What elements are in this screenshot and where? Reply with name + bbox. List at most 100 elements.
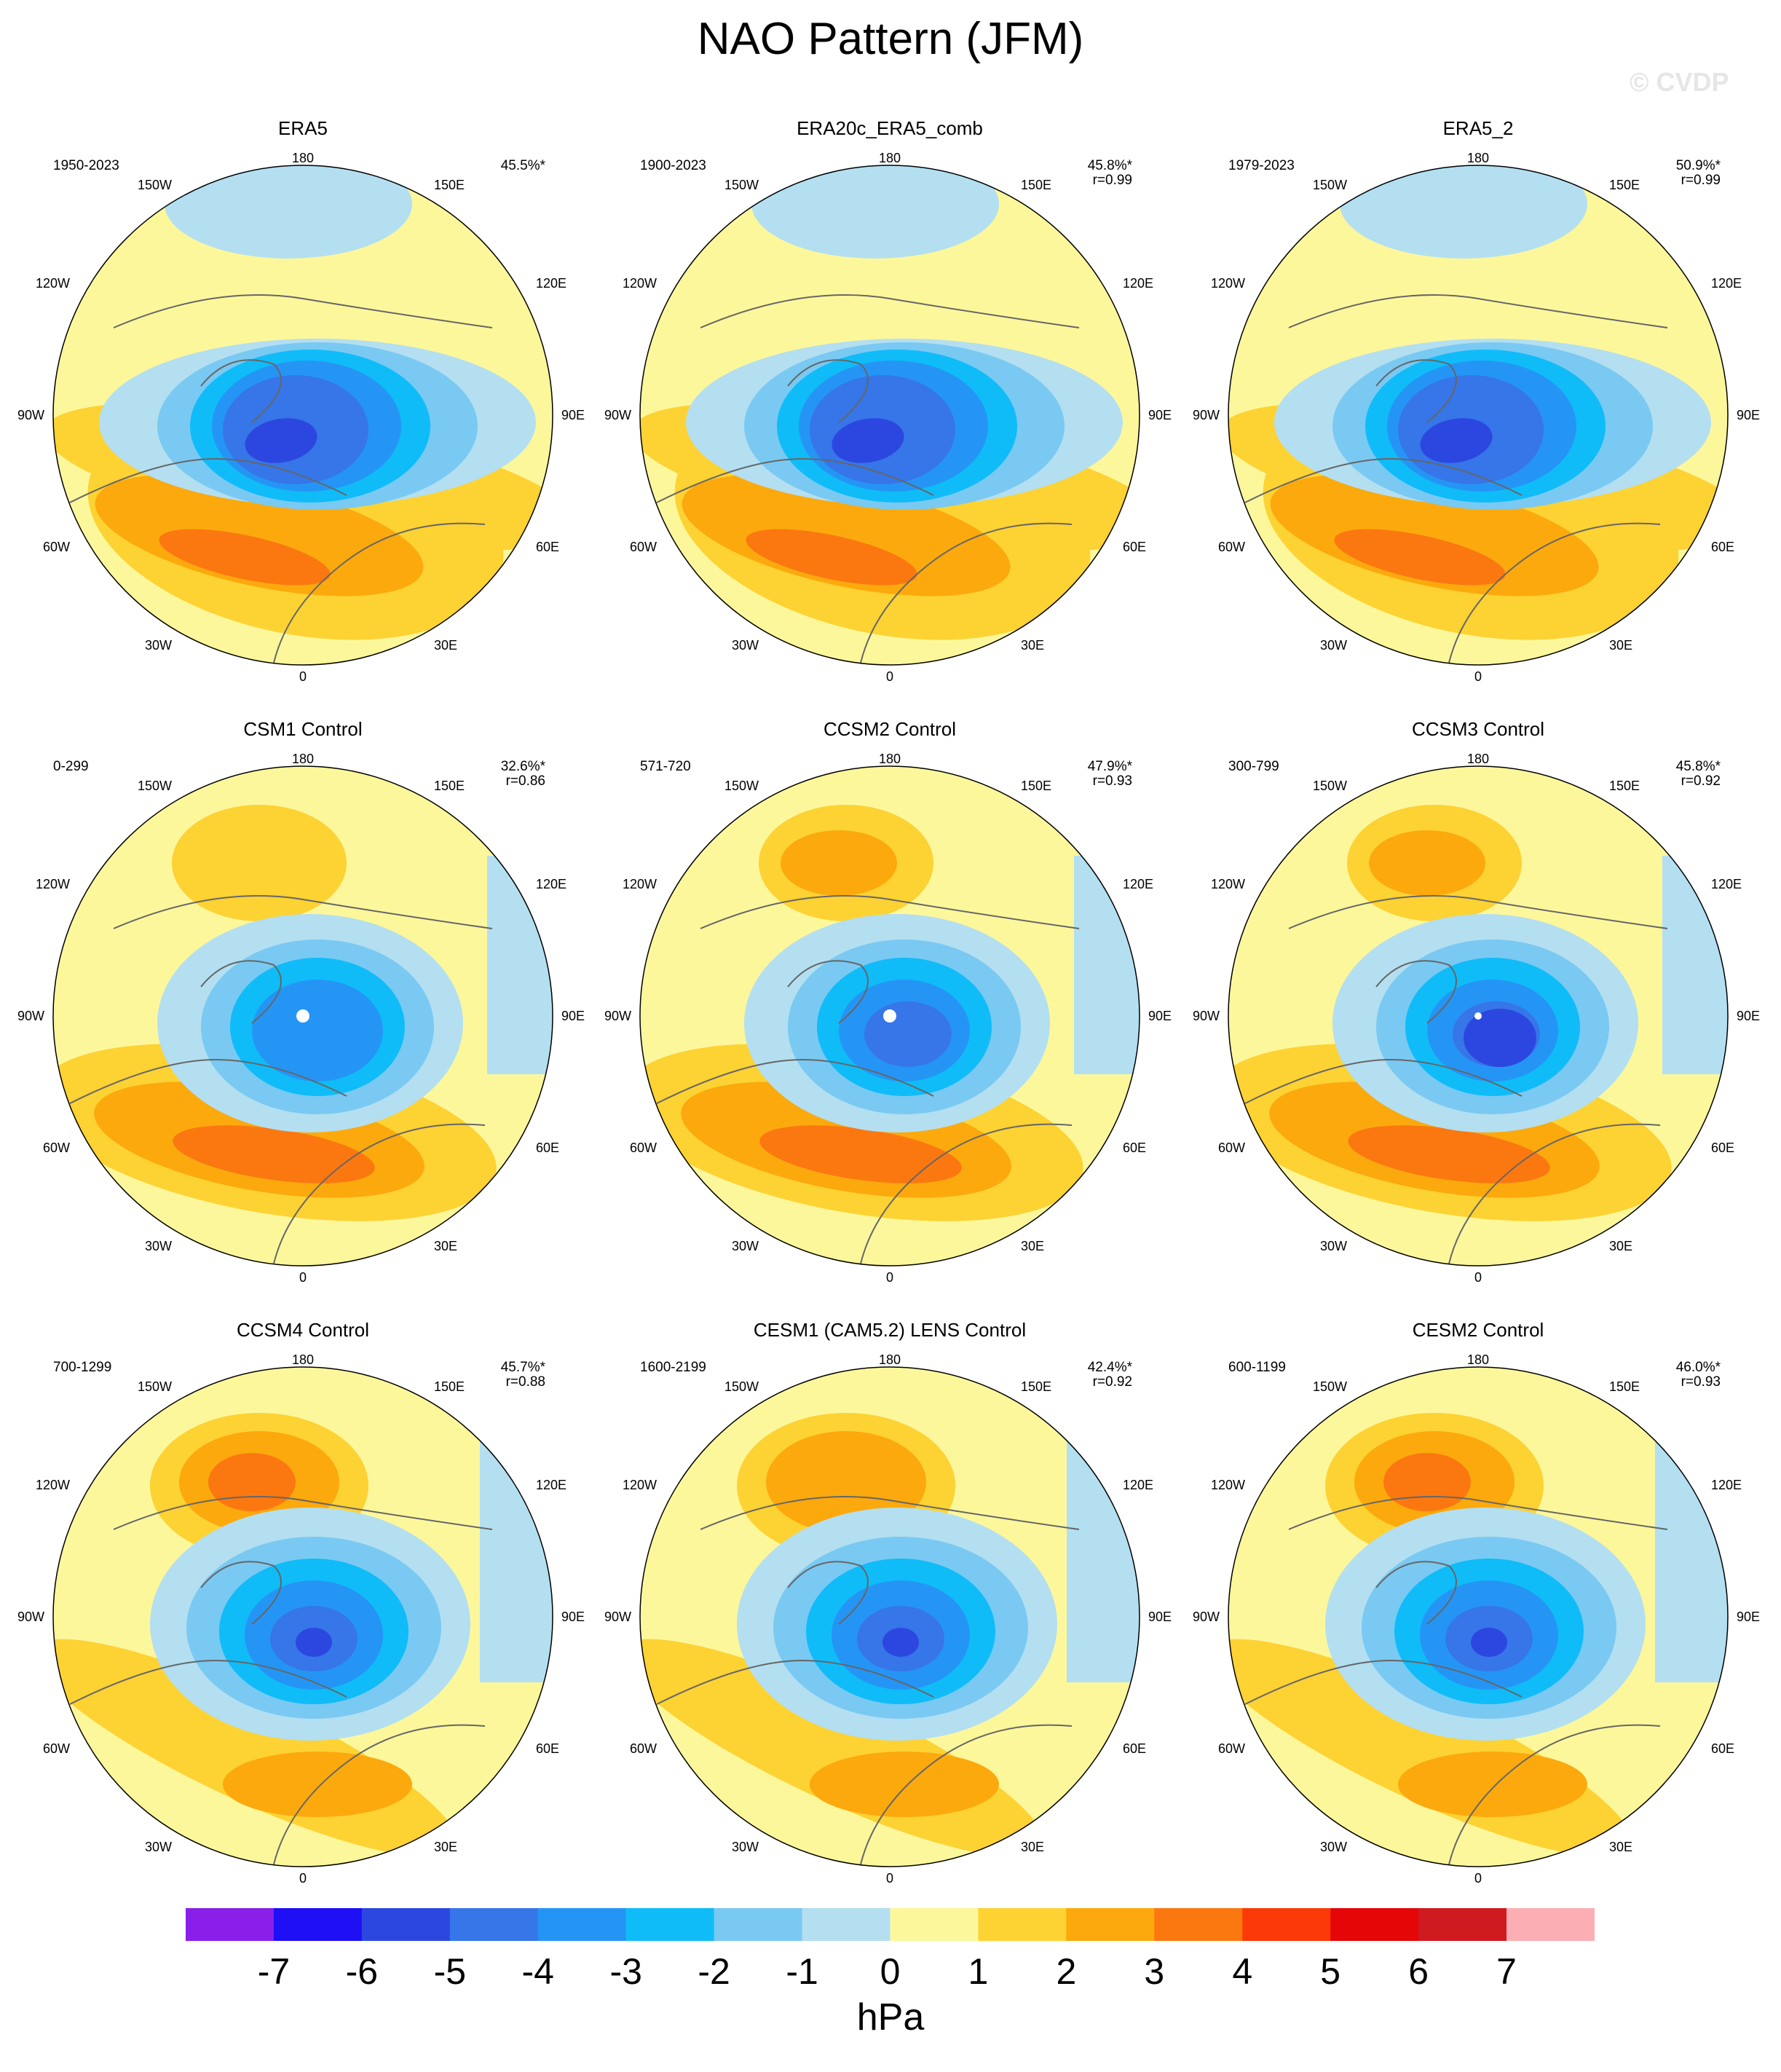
coastline [69,1058,347,1104]
field-layer [640,766,1140,1266]
map-panel: ERA20c_ERA5_comb 1900-2023 45.8%*r=0.99 180… [604,117,1172,684]
colorbar-tick-label: -7 [257,1951,291,1992]
field-layer [640,1367,1140,1867]
atlantic-high-core [746,529,917,586]
colorbar-tick-label: 0 [880,1951,901,1992]
coastline [69,457,347,503]
lon-label-30e: 30E [434,638,457,653]
colorbar [186,1908,1595,1941]
lon-label-90w: 90W [1193,1610,1220,1624]
colorbar-swatch [186,1908,275,1941]
lon-label-60w: 60W [43,1141,70,1155]
colorbar-tick-label: -1 [786,1951,818,1992]
lon-label-180: 180 [879,151,901,165]
arctic-low-core [1471,1628,1507,1657]
panel-variance: 50.9%* [1676,158,1721,173]
lon-label-30e: 30E [434,1239,457,1253]
lon-label-90e: 90E [1148,1610,1172,1624]
lon-label-120e: 120E [536,276,566,291]
field-layer [53,165,553,665]
panel-correlation: r=0.93 [1681,1374,1721,1390]
colorbar-swatch [978,1908,1067,1941]
colorbar-tick-label: 3 [1144,1951,1165,1992]
colorbar-tick-label: 7 [1496,1951,1517,1992]
lon-label-150w: 150W [1313,779,1347,793]
coastline [1244,457,1523,503]
lon-label-120e: 120E [1123,276,1153,291]
coastline [273,522,486,663]
coastline [113,895,493,929]
atlantic-high-core [759,1125,962,1183]
map-panel: ERA5 1950-2023 45.5%* 180 0 90W 90E 150W 120W 60W… [17,117,585,684]
panel-title: CCSM2 Control [824,718,956,740]
panel-title: ERA5 [278,117,328,139]
coastline [273,1123,486,1264]
colorbar-swatch [361,1908,451,1941]
panel-title: CCSM3 Control [1412,718,1544,740]
lon-label-120w: 120W [1211,877,1245,891]
map-boundary [1228,165,1729,666]
lon-label-0: 0 [1474,669,1482,684]
arctic-low-4 [252,980,383,1082]
colorbar-tick-label: -4 [521,1951,554,1992]
lon-label-180: 180 [292,1352,314,1367]
lon-label-120w: 120W [623,1478,657,1492]
panel-years: 1600-2199 [640,1360,706,1375]
field-layer [1228,766,1728,1266]
coastline [787,1561,869,1625]
panel-correlation: r=0.86 [506,773,545,789]
lon-label-120w: 120W [623,877,657,891]
arctic-low-core [1420,418,1493,463]
map-boundary [639,1366,1140,1867]
panel-variance: 32.6%* [501,759,546,774]
colorbar-tick-label: 1 [968,1951,989,1992]
lon-label-60e: 60E [536,540,559,554]
lon-label-60w: 60W [43,1741,70,1756]
pole-marker [883,1009,896,1023]
lon-label-0: 0 [1474,1871,1482,1886]
coastline [200,359,282,423]
panel-correlation: r=0.99 [1093,173,1132,188]
field-layer [1228,165,1728,665]
colorbar-tick-label: 5 [1320,1951,1341,1992]
panel-title: CCSM4 Control [237,1319,369,1341]
lon-label-120w: 120W [623,276,657,291]
panel-correlation: r=0.93 [1093,773,1132,789]
coastline [860,1123,1073,1264]
colorbar-tick-label: -6 [345,1951,379,1992]
map-panel: CCSM3 Control 300-799 45.8%*r=0.92 180 0 90W 9… [1193,718,1760,1285]
map-boundary [52,165,553,666]
coastline [113,1496,493,1530]
lon-label-120w: 120W [1211,1478,1245,1492]
atlantic-high-core [1334,529,1506,586]
colorbar-swatch [890,1908,979,1941]
lon-label-0: 0 [1474,1270,1482,1285]
colorbar-units: hPa [856,1996,925,2038]
lon-label-0: 0 [299,1270,307,1285]
lon-label-90w: 90W [1193,408,1220,422]
map-panel: CSM1 Control 0-299 32.6%*r=0.86 180 0 90W 90E 1… [17,718,585,1285]
lon-label-60e: 60E [536,1741,559,1756]
lon-label-30w: 30W [145,1840,172,1854]
lon-label-90e: 90E [1737,1009,1760,1023]
lon-label-90w: 90W [17,1009,44,1023]
lon-label-60e: 60E [1711,1141,1734,1155]
colorbar-tick-label: 2 [1056,1951,1077,1992]
lon-label-150e: 150E [434,1379,465,1394]
map-panel: CCSM4 Control 700-1299 45.7%*r=0.88 180 0 90W… [17,1319,585,1886]
map-panel: CESM2 Control 600-1199 46.0%*r=0.93 180 0 90W… [1193,1319,1760,1886]
lon-label-60e: 60E [1711,1741,1734,1756]
coastline [700,1496,1080,1530]
lon-label-30w: 30W [732,1840,759,1854]
lon-label-120e: 120E [1711,276,1742,291]
lon-label-120e: 120E [1123,877,1153,891]
coastline [1288,895,1668,929]
panel-years: 700-1299 [53,1360,111,1375]
lon-label-150w: 150W [724,1379,759,1394]
panel-years: 1900-2023 [640,158,706,173]
lon-label-60e: 60E [536,1141,559,1155]
panel-years: 600-1199 [1228,1360,1286,1375]
europe-high [1398,1752,1587,1817]
copyright-watermark: © CVDP [1630,67,1729,97]
lon-label-180: 180 [292,151,314,165]
